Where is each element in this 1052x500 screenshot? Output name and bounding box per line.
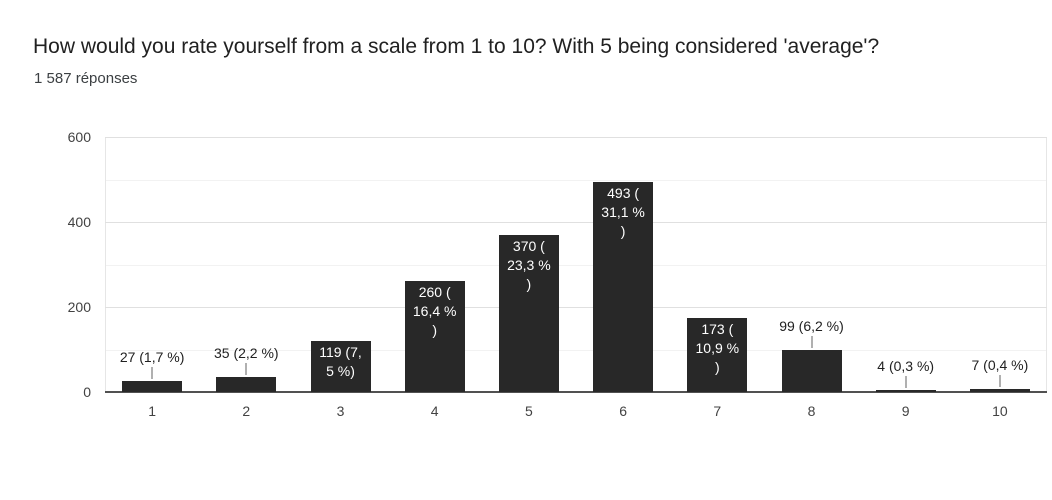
bar-rating-1 [122,381,183,392]
bar-rating-2 [216,377,277,392]
bar-value-label: 493 ( 31,1 % ) [601,185,645,239]
bar-value-label: 370 ( 23,3 % ) [507,238,551,292]
plot-left-border [105,137,106,392]
bar-rating-7 [687,318,748,392]
plot-area: 27 (1,7 %) 35 (2,2 %) 119 (7, 5 %) 260 ( 16… [105,137,1047,393]
bar-label-callout-line [810,336,813,348]
bar-value-label: 119 (7, 5 %) [319,344,362,379]
x-axis-tick-label-1: 1 [148,403,156,419]
x-axis-tick-label-4: 4 [430,403,439,419]
x-axis-tick-label-8: 8 [807,403,816,419]
x-axis-baseline [105,391,1047,393]
bar-rating-8 [781,350,842,392]
x-axis-tick-label-5: 5 [524,403,533,419]
bar-rating-4 [404,281,465,392]
bar-value-label: 260 ( 16,4 % ) [412,284,457,338]
x-axis-tick-label-6: 6 [619,403,627,419]
bar-rating-3 [310,341,371,392]
bar-rating-6 [593,182,654,392]
bar-value-label: 35 (2,2 %) [214,345,279,361]
minor-gridline-500 [105,179,1047,181]
x-axis-tick-label-3: 3 [336,403,345,419]
bar-label-callout-line [151,367,154,379]
minor-gridline-300 [105,264,1047,266]
bar-rating-5 [498,235,559,392]
bar-value-label: 4 (0,3 %) [877,358,935,374]
y-axis-tick-label-400: 400 [67,214,91,230]
x-axis-tick-label-2: 2 [242,403,251,419]
major-gridline-600 [105,137,1047,138]
x-axis-tick-label-10: 10 [992,403,1008,419]
bar-label-callout-line [904,376,907,388]
bar-value-label: 7 (0,4 %) [971,357,1029,373]
major-gridline-200 [105,307,1047,308]
plot-right-border [1046,137,1047,392]
x-axis-tick-label-7: 7 [713,403,722,419]
bar-label-callout-line [998,375,1001,387]
responses-count: 1 587 réponses [34,70,138,87]
bar-rating-10 [969,389,1030,392]
minor-gridline-100 [105,349,1047,351]
bar-value-label: 99 (6,2 %) [779,318,844,334]
bar-value-label: 27 (1,7 %) [119,349,185,365]
chart-title: How would you rate yourself from a scale… [33,35,880,58]
y-axis-tick-label-600: 600 [67,129,91,145]
y-axis-tick-label-0: 0 [83,384,91,400]
x-axis-tick-label-9: 9 [901,403,910,419]
y-axis-tick-label-200: 200 [67,299,91,315]
bar-label-callout-line [245,363,248,375]
bar-rating-9 [875,390,936,392]
major-gridline-400 [105,222,1047,223]
bar-value-label: 173 ( 10,9 % ) [695,321,740,375]
